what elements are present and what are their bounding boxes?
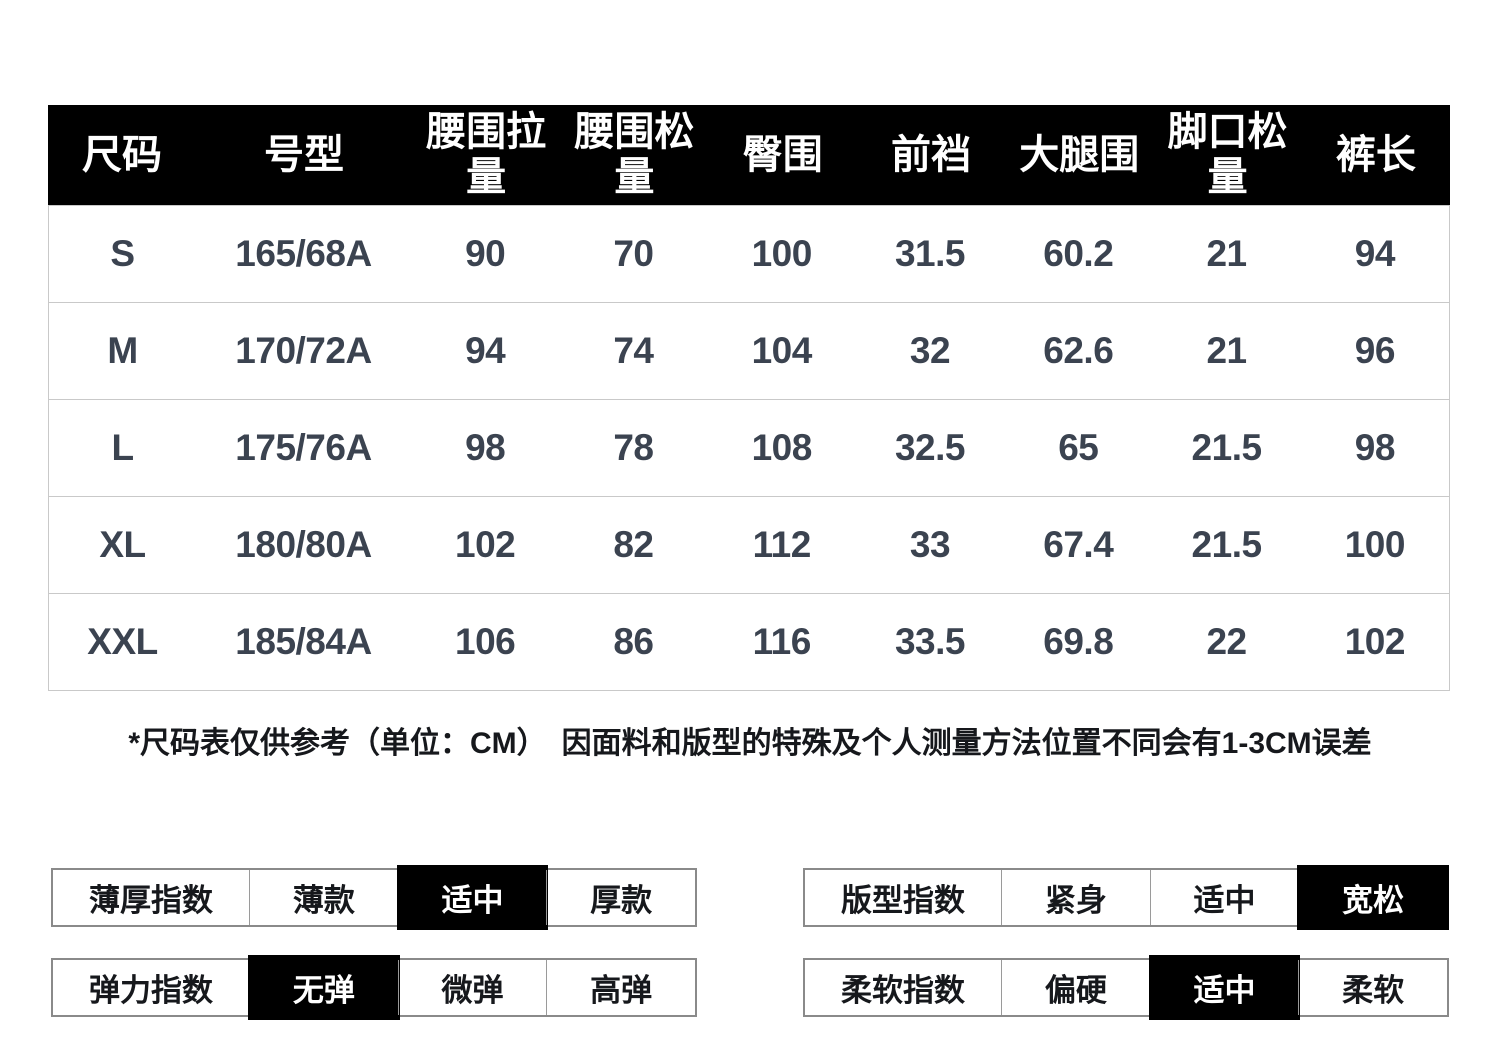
size-table-cell: 96 (1354, 330, 1396, 371)
size-table-cell: 175/76A (235, 427, 372, 468)
size-table-header-cell: 腰围拉量 (426, 110, 547, 199)
size-table-cell: 74 (613, 330, 654, 371)
size-table-header-cell: 裤长 (1335, 132, 1416, 177)
size-table-cell: 21 (1206, 233, 1247, 274)
option-label: 宽松 (1342, 883, 1405, 918)
thickness-index-label: 薄厚指数 (89, 883, 213, 918)
size-table-cell: 70 (613, 233, 654, 274)
fit-option-selected: 宽松 (1297, 865, 1449, 930)
size-table-cell: 102 (455, 524, 516, 565)
size-table-header-cell: 腰围松量 (574, 110, 695, 199)
size-table: 尺码 号型 腰围拉量 腰围松量 臀围 前裆 大腿围 脚口松量 裤长 S 165/68A 90 70 10… (48, 105, 1450, 691)
size-table-cell: 180/80A (235, 524, 372, 565)
size-table-header-cell: 号型 (264, 132, 344, 177)
size-table-cell: L (111, 427, 134, 468)
size-table-cell: 21 (1206, 330, 1247, 371)
size-table-header-cell: 大腿围 (1019, 132, 1140, 177)
size-table-cell: S (110, 233, 135, 274)
size-table-cell: 104 (751, 330, 813, 371)
option-label: 厚款 (590, 883, 653, 918)
softness-option: 偏硬 (1001, 960, 1150, 1015)
size-table-cell: 69.8 (1043, 621, 1114, 662)
size-table-cell: 31.5 (894, 233, 966, 274)
size-table-cell: 86 (613, 621, 654, 662)
size-table-header-cell: 尺码 (82, 132, 162, 177)
size-table-cell: 21.5 (1191, 524, 1263, 565)
size-table-cell: 185/84A (235, 621, 372, 662)
size-table-cell: 102 (1344, 621, 1406, 662)
size-table-cell: XXL (87, 621, 158, 662)
softness-option-selected: 适中 (1148, 955, 1301, 1020)
stretch-index-table: 弹力指数 无弹 微弹 高弹 (51, 955, 697, 1020)
size-table-cell: 78 (613, 427, 654, 468)
size-table-cell: 108 (751, 427, 813, 468)
size-table-cell: 62.6 (1043, 330, 1114, 371)
size-table-cell: 82 (613, 524, 654, 565)
option-label: 紧身 (1044, 883, 1107, 918)
size-table-cell: 22 (1206, 621, 1247, 662)
option-label: 柔软 (1342, 973, 1405, 1008)
option-label: 薄款 (292, 883, 355, 918)
size-table-row: L 175/76A 98 78 108 32.5 65 21.5 98 (49, 399, 1449, 496)
size-table-body: S 165/68A 90 70 100 31.5 60.2 21 94 M 170/72A 94 74 1… (48, 205, 1450, 691)
size-table-cell: 21.5 (1191, 427, 1263, 468)
thickness-option-selected: 适中 (396, 865, 549, 930)
size-table-row: XXL 185/84A 106 86 116 33.5 69.8 22 102 (49, 593, 1449, 690)
size-table-cell: 165/68A (235, 233, 372, 274)
index-tables: 薄厚指数 薄款 适中 厚款 版型指数 紧身 适中 宽松 弹力指数 无弹 微弹 高弹 柔软指数 偏硬 适中 柔软 (51, 865, 1449, 1020)
size-table-cell: XL (99, 524, 146, 565)
option-label: 偏硬 (1044, 973, 1107, 1008)
size-table-cell: 106 (455, 621, 516, 662)
size-table-cell: 116 (752, 621, 812, 662)
size-table-header-row: 尺码 号型 腰围拉量 腰围松量 臀围 前裆 大腿围 脚口松量 裤长 (48, 105, 1450, 205)
stretch-option: 微弹 (397, 960, 547, 1015)
size-table-cell: 33 (909, 524, 951, 565)
size-table-cell: 98 (1354, 427, 1396, 468)
size-table-cell: 90 (465, 233, 506, 274)
size-table-cell: 100 (751, 233, 813, 274)
size-table-cell: M (107, 330, 138, 371)
softness-index-label: 柔软指数 (841, 973, 965, 1008)
option-label: 无弹 (292, 973, 355, 1008)
option-label: 微弹 (441, 973, 504, 1008)
fit-index-table: 版型指数 紧身 适中 宽松 (803, 865, 1449, 930)
size-table-cell: 170/72A (235, 330, 372, 371)
size-table-row: M 170/72A 94 74 104 32 62.6 21 96 (49, 302, 1449, 399)
option-label: 高弹 (590, 973, 653, 1008)
softness-index-table: 柔软指数 偏硬 适中 柔软 (803, 955, 1449, 1020)
stretch-option-selected: 无弹 (248, 955, 400, 1020)
size-table-cell: 32 (909, 330, 951, 371)
size-table-row: XL 180/80A 102 82 112 33 67.4 21.5 100 (49, 496, 1449, 593)
thickness-option: 厚款 (546, 870, 695, 925)
stretch-option: 高弹 (546, 960, 695, 1015)
fit-index-label: 版型指数 (841, 883, 965, 918)
stretch-index-label: 弹力指数 (89, 973, 213, 1008)
thickness-option: 薄款 (249, 870, 398, 925)
size-table-cell: 67.4 (1043, 524, 1114, 565)
size-table-row: S 165/68A 90 70 100 31.5 60.2 21 94 (49, 206, 1449, 302)
fit-option: 适中 (1149, 870, 1299, 925)
size-table-cell: 98 (465, 427, 506, 468)
softness-option: 柔软 (1298, 960, 1447, 1015)
size-table-cell: 94 (1354, 233, 1396, 274)
thickness-index-table: 薄厚指数 薄款 适中 厚款 (51, 865, 697, 930)
size-table-cell: 60.2 (1043, 233, 1114, 274)
size-table-cell: 33.5 (894, 621, 966, 662)
option-label: 适中 (441, 883, 504, 918)
fit-option: 紧身 (1001, 870, 1150, 925)
size-note: *尺码表仅供参考（单位：CM） 因面料和版型的特殊及个人测量方法位置不同会有1-… (128, 727, 1372, 760)
option-label: 适中 (1193, 973, 1256, 1008)
option-label: 适中 (1193, 883, 1256, 918)
size-table-cell: 112 (752, 524, 812, 565)
size-table-cell: 65 (1058, 427, 1099, 468)
size-table-header-cell: 脚口松量 (1167, 110, 1288, 199)
size-table-header-cell: 臀围 (742, 132, 823, 177)
size-table-header-cell: 前裆 (890, 132, 971, 177)
size-table-cell: 100 (1344, 524, 1406, 565)
size-table-cell: 94 (465, 330, 506, 371)
size-table-cell: 32.5 (894, 427, 966, 468)
